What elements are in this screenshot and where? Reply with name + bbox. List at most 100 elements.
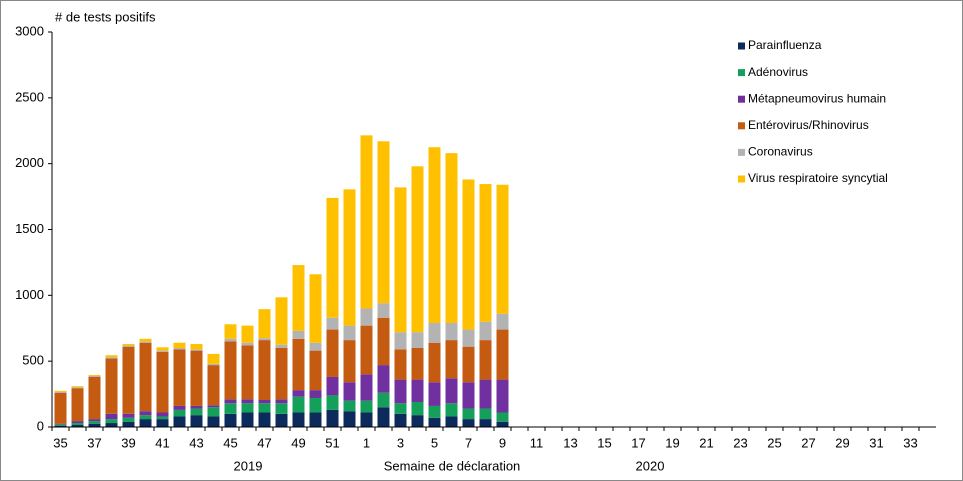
legend-label: Adénovirus [748, 65, 808, 79]
year-label: 2019 [234, 458, 263, 473]
bar-segment [258, 340, 271, 401]
legend-swatch [738, 122, 745, 130]
bar-segment [173, 416, 186, 427]
bar-segment [122, 413, 135, 418]
bar-segment [71, 387, 84, 389]
x-tick-label: 9 [499, 435, 506, 450]
bar-segment [139, 338, 152, 342]
x-tick-label: 41 [155, 435, 169, 450]
bar-segment [496, 329, 509, 380]
bar-segment [394, 403, 407, 414]
x-tick-label: 15 [597, 435, 611, 450]
bar-segment [88, 419, 101, 422]
bar-segment [105, 413, 118, 420]
bar-segment [241, 325, 254, 343]
bar-segment [360, 325, 373, 375]
bar-segment [292, 330, 305, 339]
bar-segment [224, 403, 237, 414]
x-tick-label: 1 [363, 435, 370, 450]
bar-segment [428, 417, 441, 427]
bar-segment [496, 412, 509, 422]
legend-label: Métapneumovirus humain [748, 91, 886, 105]
bar-segment [241, 342, 254, 346]
legend-swatch [738, 95, 745, 103]
bar-segment [139, 341, 152, 343]
y-axis-title: # de tests positifs [55, 9, 156, 24]
bar-segment [394, 187, 407, 333]
bar-segment [462, 382, 475, 409]
bar-segment [105, 423, 118, 427]
x-tick-label: 23 [733, 435, 747, 450]
bar-segment [207, 363, 220, 366]
y-tick-label: 3000 [15, 23, 44, 38]
legend-label: Virus respiratoire syncytial [748, 171, 888, 185]
y-tick-label: 2500 [15, 89, 44, 104]
bar-segment [479, 321, 492, 341]
bar-segment [394, 349, 407, 380]
bar-segment [445, 153, 458, 323]
bar-segment [377, 392, 390, 408]
bar-segment [275, 399, 288, 404]
bar-segment [309, 398, 322, 413]
bar-segment [360, 135, 373, 309]
bar-segment [258, 309, 271, 339]
bar-segment [343, 325, 356, 341]
x-tick-label: 5 [431, 435, 438, 450]
bar-segment [309, 390, 322, 399]
bar-segment [241, 403, 254, 413]
legend-label: Parainfluenza [748, 38, 822, 52]
bar-segment [377, 365, 390, 393]
bar-segment [122, 346, 135, 414]
bar-segment [445, 340, 458, 379]
bar-segment [275, 348, 288, 400]
legend-swatch [738, 69, 745, 77]
x-tick-label: 49 [291, 435, 305, 450]
x-tick-label: 35 [53, 435, 67, 450]
bar-segment [496, 379, 509, 413]
x-tick-label: 19 [665, 435, 679, 450]
bar-segment [377, 303, 390, 318]
x-tick-label: 51 [325, 435, 339, 450]
x-tick-label: 31 [869, 435, 883, 450]
bar-segment [122, 417, 135, 422]
bar-segment [309, 350, 322, 391]
x-tick-label: 43 [189, 435, 203, 450]
bar-segment [190, 405, 203, 409]
bar-segment [326, 409, 339, 427]
x-tick-label: 39 [121, 435, 135, 450]
bar-segment [292, 338, 305, 391]
bar-segment [309, 412, 322, 427]
bar-segment [71, 425, 84, 427]
bar-segment [479, 184, 492, 322]
bar-segment [156, 350, 169, 352]
x-tick-label: 13 [563, 435, 577, 450]
bar-segment [496, 184, 509, 314]
legend-swatch [738, 42, 745, 50]
bar-segment [479, 408, 492, 420]
bar-segment [360, 400, 373, 413]
bar-segment [207, 405, 220, 408]
x-tick-label: 45 [223, 435, 237, 450]
bar-segment [377, 407, 390, 427]
legend-label: Entérovirus/Rhinovirus [748, 118, 869, 132]
bar-segment [496, 421, 509, 427]
bar-segment [105, 355, 118, 358]
y-tick-label: 0 [37, 418, 44, 433]
x-tick-label: 29 [835, 435, 849, 450]
bar-segment [343, 189, 356, 326]
x-axis-title: Semaine de déclaration [384, 458, 521, 473]
bar-segment [462, 419, 475, 427]
bar-segment [156, 351, 169, 413]
legend: Parainfluenza Adénovirus Métapneumovirus h… [738, 38, 888, 185]
bar-segment [258, 338, 271, 341]
bar-segment [275, 413, 288, 427]
bar-segment [394, 332, 407, 350]
legend-swatch [738, 148, 745, 156]
year-label: 2020 [636, 458, 665, 473]
bar-segment [309, 342, 322, 351]
bar-segment [71, 423, 84, 426]
y-tick-label: 500 [22, 353, 44, 368]
bar-segment [411, 166, 424, 333]
bar-segment [292, 265, 305, 331]
